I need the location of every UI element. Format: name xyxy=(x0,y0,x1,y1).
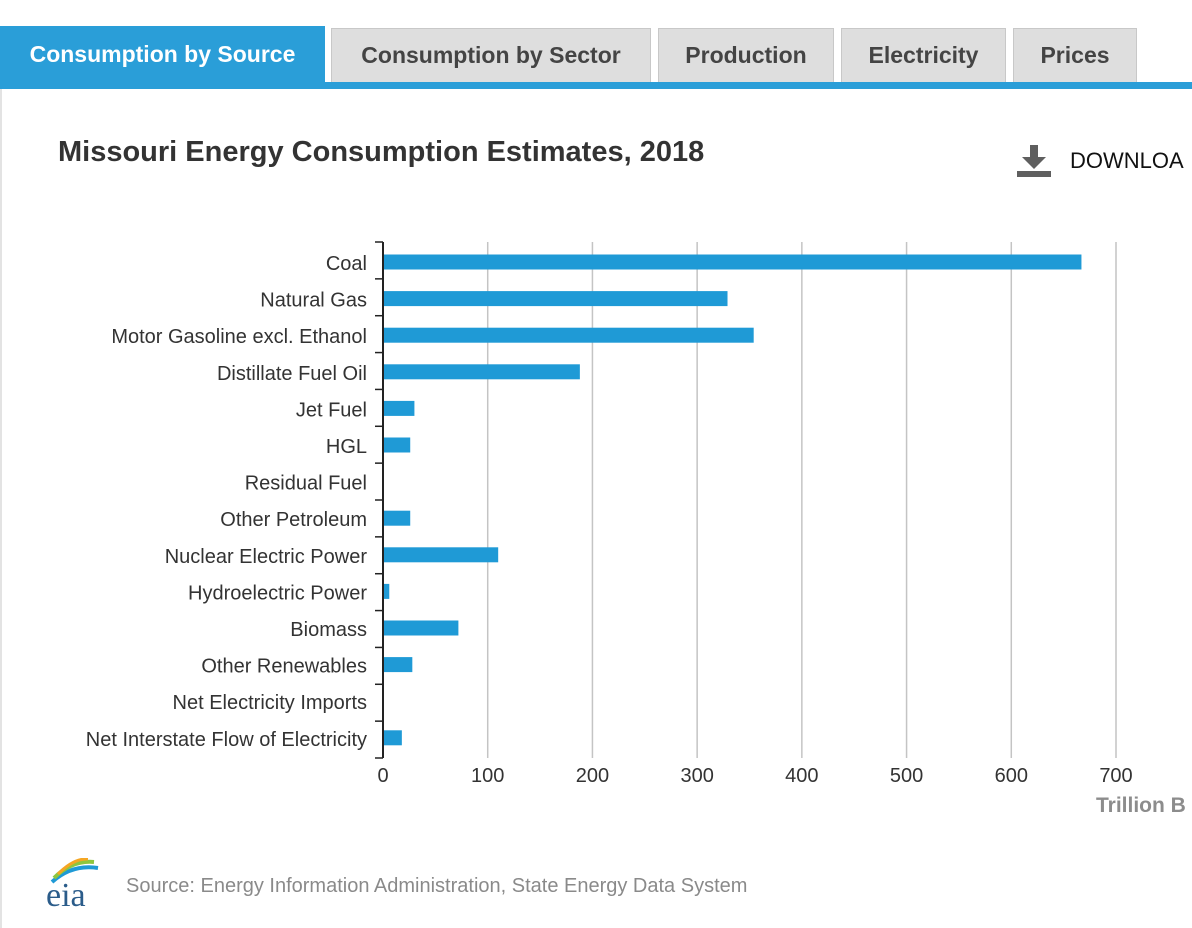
bar xyxy=(383,620,459,636)
bar xyxy=(383,730,402,746)
chart-title: Missouri Energy Consumption Estimates, 2… xyxy=(58,136,705,168)
bar xyxy=(383,291,728,307)
bar xyxy=(383,657,413,673)
bar xyxy=(383,583,390,599)
category-label: HGL xyxy=(326,436,367,458)
category-label: Biomass xyxy=(290,619,367,641)
bar xyxy=(383,400,415,416)
category-label: Net Interstate Flow of Electricity xyxy=(86,729,367,751)
x-tick-label: 300 xyxy=(680,765,713,787)
tab-underline xyxy=(0,82,1192,89)
download-button[interactable]: DOWNLOA xyxy=(1016,144,1184,178)
category-label: Other Renewables xyxy=(201,656,367,678)
tab-electricity[interactable]: Electricity xyxy=(841,28,1006,82)
bar xyxy=(383,254,1082,270)
footer: eia Source: Energy Information Administr… xyxy=(42,858,747,914)
x-tick-label: 200 xyxy=(576,765,609,787)
tab-consumption-by-source[interactable]: Consumption by Source xyxy=(0,26,325,82)
x-tick-label: 700 xyxy=(1099,765,1132,787)
category-label: Coal xyxy=(326,253,367,275)
bar xyxy=(383,327,754,343)
bar xyxy=(383,510,411,526)
x-tick-label: 0 xyxy=(377,765,388,787)
x-tick-label: 400 xyxy=(785,765,818,787)
category-label: Nuclear Electric Power xyxy=(165,546,368,568)
eia-logo: eia xyxy=(46,858,99,914)
bar-chart: Coal Natural Gas Motor Gasoline excl. Etha… xyxy=(86,241,1186,817)
bar xyxy=(383,547,499,563)
x-tick-label: 600 xyxy=(995,765,1028,787)
category-label: Distillate Fuel Oil xyxy=(217,363,367,385)
bar xyxy=(383,364,580,380)
category-label: Jet Fuel xyxy=(296,399,367,421)
tab-bar: Consumption by Source Consumption by Sect… xyxy=(0,0,1192,90)
category-label: Residual Fuel xyxy=(245,473,367,495)
category-label: Natural Gas xyxy=(260,290,367,312)
download-icon xyxy=(1017,145,1051,177)
category-label: Other Petroleum xyxy=(220,509,367,531)
tab-consumption-by-sector[interactable]: Consumption by Sector xyxy=(331,28,651,82)
source-text: Source: Energy Information Administratio… xyxy=(126,874,748,897)
x-tick-label: 500 xyxy=(890,765,923,787)
bar xyxy=(383,437,411,453)
svg-text:eia: eia xyxy=(46,877,86,914)
x-axis-title: Trillion B xyxy=(1096,794,1186,817)
category-label: Net Electricity Imports xyxy=(173,692,367,714)
x-tick-label: 100 xyxy=(471,765,504,787)
category-label: Hydroelectric Power xyxy=(188,582,367,604)
tab-production[interactable]: Production xyxy=(658,28,834,82)
category-label: Motor Gasoline excl. Ethanol xyxy=(111,326,367,348)
chart-panel xyxy=(0,89,1192,928)
download-label: DOWNLOA xyxy=(1070,148,1184,173)
tab-prices[interactable]: Prices xyxy=(1013,28,1137,82)
